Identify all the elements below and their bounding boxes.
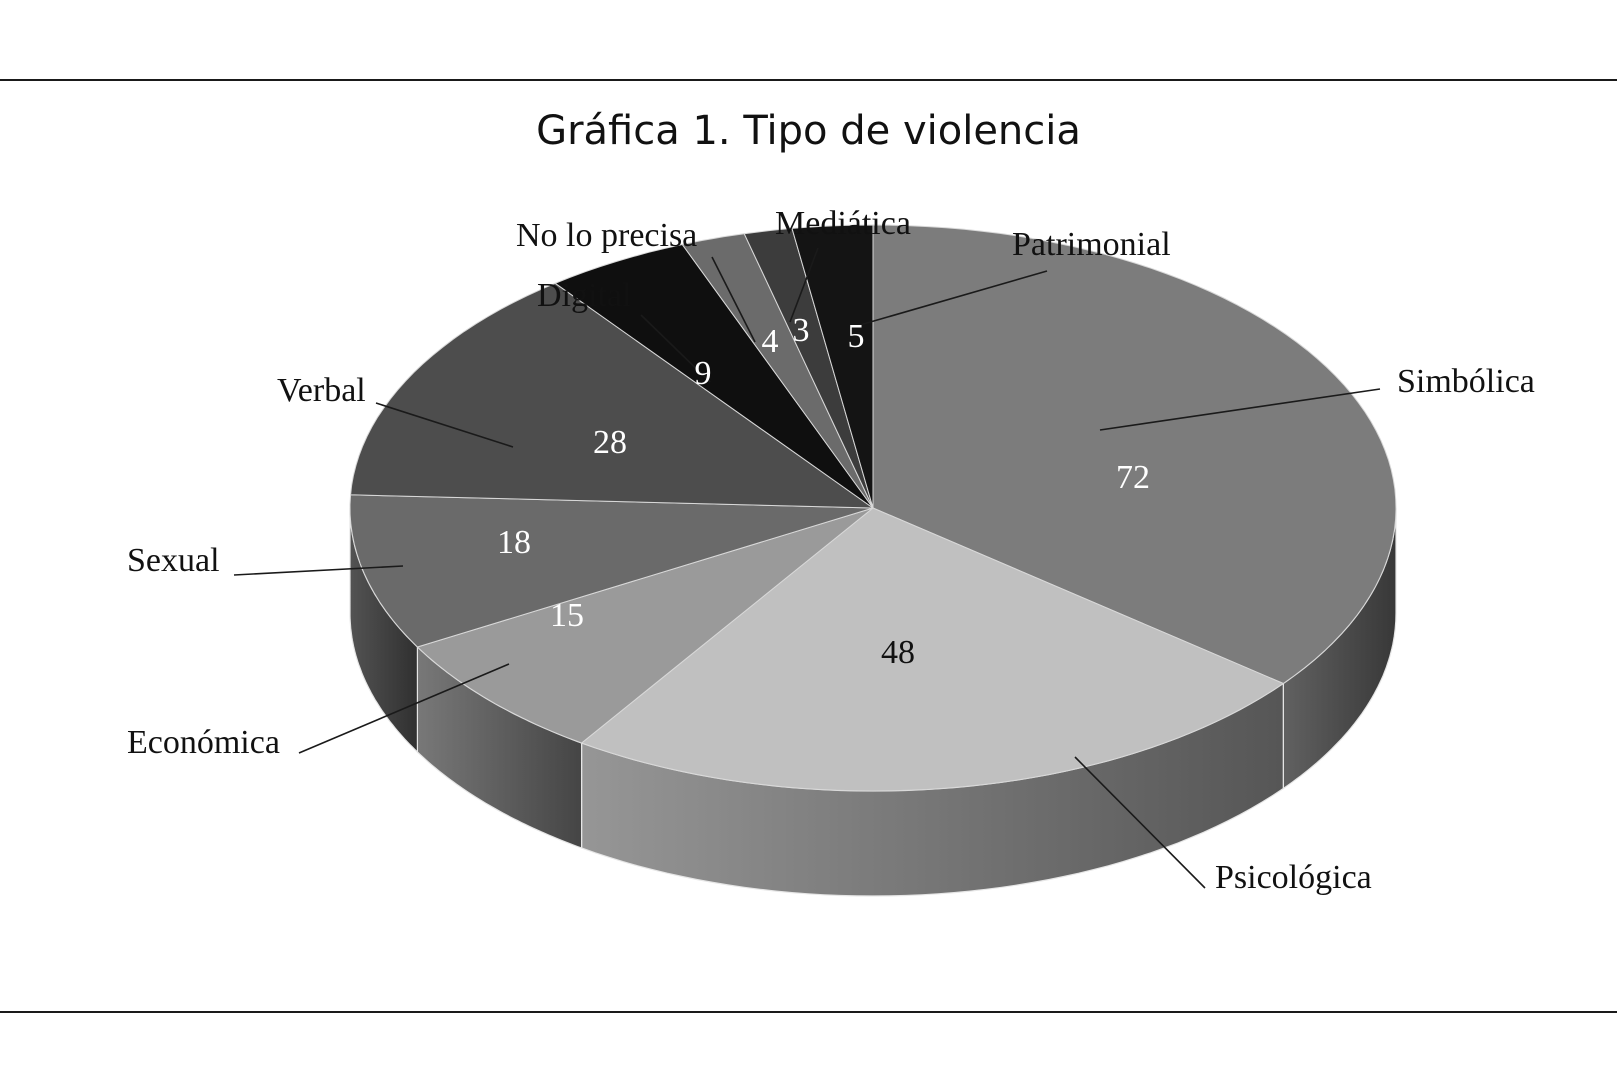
value-label-mediática: 3 xyxy=(793,312,810,349)
leader-line-sexual xyxy=(233,565,404,576)
value-label-económica: 15 xyxy=(550,597,584,634)
pie-slice-psicológica xyxy=(580,507,1285,792)
pie-slice-económica xyxy=(416,507,874,744)
slice-label-digital: Digital xyxy=(537,277,631,314)
pie-slice-no-lo-precisa xyxy=(681,233,874,509)
slice-label-psicológica: Psicológica xyxy=(1215,859,1372,896)
leader-line-económica xyxy=(298,663,510,754)
slice-label-mediática: Mediática xyxy=(775,205,911,242)
leader-line-mediática xyxy=(789,247,819,323)
slice-label-simbólica: Simbólica xyxy=(1397,363,1535,400)
pie-slice-digital xyxy=(554,243,874,509)
leader-line-patrimonial xyxy=(852,270,1048,328)
slice-label-sexual: Sexual xyxy=(127,542,220,579)
value-label-simbólica: 72 xyxy=(1116,459,1150,496)
pie-slice-simbólica xyxy=(872,224,1397,685)
pie-slice-patrimonial xyxy=(791,224,874,509)
leader-line-digital xyxy=(640,314,711,383)
slice-label-verbal: Verbal xyxy=(277,372,366,409)
slice-label-no-lo-precisa: No lo precisa xyxy=(516,217,697,254)
pie-slice-sexual xyxy=(349,494,874,648)
pie-slice-verbal xyxy=(350,282,875,509)
value-label-psicológica: 48 xyxy=(881,634,915,671)
pie-sides xyxy=(349,507,1397,897)
leader-line-psicológica xyxy=(1074,756,1206,889)
top-rule xyxy=(0,79,1617,81)
slice-label-patrimonial: Patrimonial xyxy=(1012,226,1171,263)
value-label-verbal: 28 xyxy=(593,424,627,461)
pie-slice-mediática xyxy=(743,227,874,509)
bottom-rule xyxy=(0,1011,1617,1013)
slice-label-económica: Económica xyxy=(127,724,280,761)
value-label-digital: 9 xyxy=(695,355,712,392)
leader-line-no-lo-precisa xyxy=(711,256,756,343)
chart-title: Gráfica 1. Tipo de violencia xyxy=(536,108,1081,154)
value-label-no-lo-precisa: 4 xyxy=(762,323,779,360)
pie-annotations: 72 Simbólica 48 Psicológica 15 Económica 18 Sex… xyxy=(127,205,1535,896)
pie-slices xyxy=(349,224,1397,792)
leader-line-verbal xyxy=(375,402,514,448)
leader-line-simbólica xyxy=(1099,388,1381,431)
value-label-sexual: 18 xyxy=(497,524,531,561)
value-label-patrimonial: 5 xyxy=(848,318,865,355)
